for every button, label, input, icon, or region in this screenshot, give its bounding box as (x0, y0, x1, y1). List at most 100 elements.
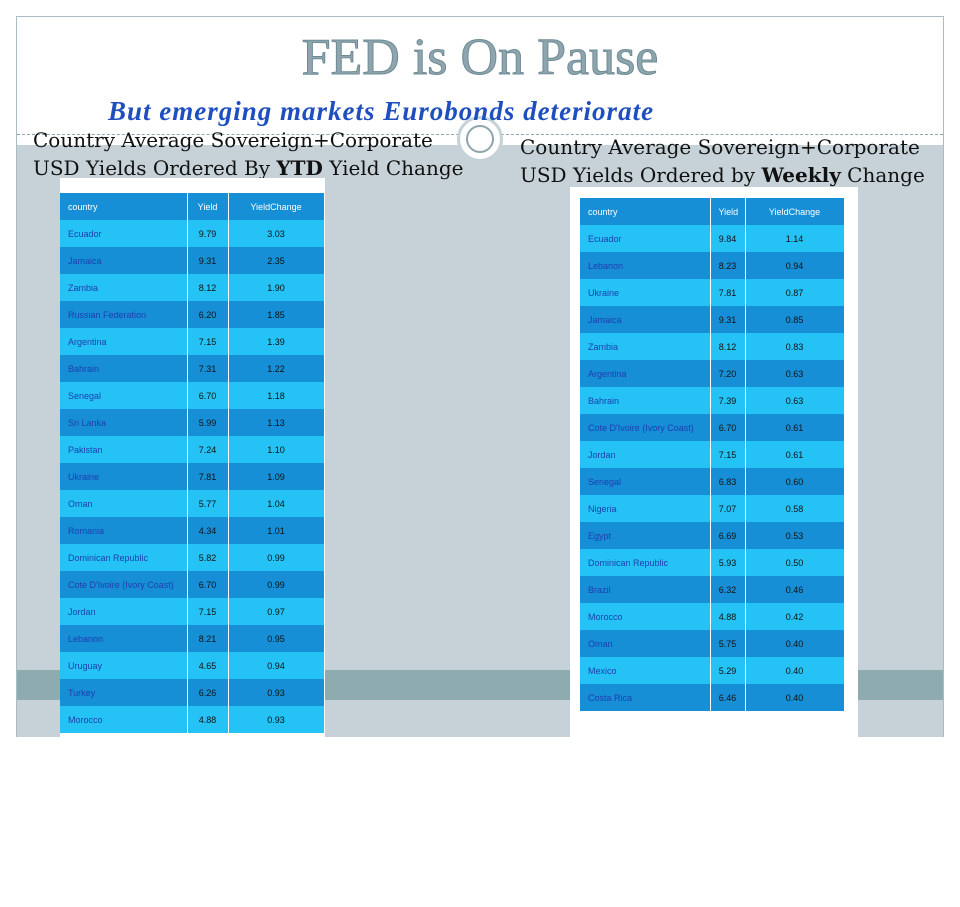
table-row: Ecuador 9.79 3.03 (60, 220, 325, 247)
number-cell: 6.46 (710, 684, 746, 711)
number-cell: 5.29 (710, 657, 746, 684)
table-row: Zambia 8.12 1.90 (60, 274, 325, 301)
table-row: Argentina 7.20 0.63 (580, 360, 845, 387)
table-row: Cote D'Ivoire (Ivory Coast) 6.70 0.99 (60, 571, 325, 598)
number-cell: 7.81 (187, 463, 229, 490)
number-cell: 6.70 (187, 571, 229, 598)
number-cell: 0.95 (228, 625, 325, 652)
table-row: Senegal 6.70 1.18 (60, 382, 325, 409)
number-cell: 7.81 (710, 279, 746, 306)
header-cell: Yield (187, 193, 229, 220)
number-cell: 9.79 (187, 220, 229, 247)
country-cell: Lebanon (60, 625, 188, 652)
number-cell: 2.35 (228, 247, 325, 274)
number-cell: 0.93 (228, 679, 325, 706)
header-cell: Yield (710, 198, 746, 225)
header-cell: YieldChange (228, 193, 325, 220)
caption-text: Change (840, 163, 925, 187)
table-row: Senegal 6.83 0.60 (580, 468, 845, 495)
country-cell: Dominican Republic (60, 544, 188, 571)
number-cell: 1.39 (228, 328, 325, 355)
number-cell: 0.60 (745, 468, 845, 495)
caption-line: Country Average Sovereign+Corporate (33, 128, 433, 152)
number-cell: 7.31 (187, 355, 229, 382)
country-cell: Cote D'Ivoire (Ivory Coast) (60, 571, 188, 598)
country-cell: Zambia (580, 333, 711, 360)
country-cell: Argentina (60, 328, 188, 355)
table-row: Ukraine 7.81 0.87 (580, 279, 845, 306)
country-cell: Sri Lanka (60, 409, 188, 436)
number-cell: 8.23 (710, 252, 746, 279)
table-row: Pakistan 7.24 1.10 (60, 436, 325, 463)
number-cell: 0.94 (228, 652, 325, 679)
country-cell: Lebanon (580, 252, 711, 279)
country-cell: Brazil (580, 576, 711, 603)
number-cell: 5.93 (710, 549, 746, 576)
number-cell: 7.15 (187, 598, 229, 625)
number-cell: 9.31 (710, 306, 746, 333)
number-cell: 0.85 (745, 306, 845, 333)
country-cell: Jamaica (580, 306, 711, 333)
table-row: Lebanon 8.23 0.94 (580, 252, 845, 279)
table-row: Brazil 6.32 0.46 (580, 576, 845, 603)
table-row: Bahrain 7.31 1.22 (60, 355, 325, 382)
number-cell: 4.88 (710, 603, 746, 630)
country-cell: Egypt (580, 522, 711, 549)
table-row: Oman 5.77 1.04 (60, 490, 325, 517)
country-cell: Zambia (60, 274, 188, 301)
number-cell: 0.99 (228, 571, 325, 598)
number-cell: 8.21 (187, 625, 229, 652)
table-row: Russian Federation 6.20 1.85 (60, 301, 325, 328)
right-caption: Country Average Sovereign+Corporate USD … (520, 133, 925, 189)
left-caption: Country Average Sovereign+Corporate USD … (33, 126, 464, 182)
table-row: Jordan 7.15 0.97 (60, 598, 325, 625)
country-cell: Costa Rica (580, 684, 711, 711)
table-row: Egypt 6.69 0.53 (580, 522, 845, 549)
number-cell: 0.63 (745, 360, 845, 387)
number-cell: 0.61 (745, 441, 845, 468)
number-cell: 5.75 (710, 630, 746, 657)
number-cell: 4.34 (187, 517, 229, 544)
title: FED is On Pause (301, 29, 659, 87)
table-row: Turkey 6.26 0.93 (60, 679, 325, 706)
caption-bold: Weekly (761, 163, 841, 187)
number-cell: 1.10 (228, 436, 325, 463)
number-cell: 7.15 (710, 441, 746, 468)
number-cell: 0.83 (745, 333, 845, 360)
number-cell: 5.99 (187, 409, 229, 436)
number-cell: 7.20 (710, 360, 746, 387)
table-row: Costa Rica 6.46 0.40 (580, 684, 845, 711)
table-row: Mexico 5.29 0.40 (580, 657, 845, 684)
country-cell: Nigeria (580, 495, 711, 522)
number-cell: 6.70 (187, 382, 229, 409)
subtitle: But emerging markets Eurobonds deteriora… (108, 96, 655, 126)
caption-line: Country Average Sovereign+Corporate (520, 135, 920, 159)
caption-bold: YTD (276, 156, 323, 180)
number-cell: 7.07 (710, 495, 746, 522)
slide: FED is On Pause But emerging markets Eur… (16, 16, 944, 737)
caption-text: USD Yields Ordered By (33, 156, 277, 180)
table-row: Lebanon 8.21 0.95 (60, 625, 325, 652)
caption-line: USD Yields Ordered By YTD Yield Change (33, 154, 464, 182)
country-cell: Senegal (580, 468, 711, 495)
table-row: Jamaica 9.31 2.35 (60, 247, 325, 274)
header-row: country Yield YieldChange (580, 198, 845, 225)
table-row: Zambia 8.12 0.83 (580, 333, 845, 360)
number-cell: 1.14 (745, 225, 845, 252)
number-cell: 0.87 (745, 279, 845, 306)
table-row: Oman 5.75 0.40 (580, 630, 845, 657)
country-cell: Pakistan (60, 436, 188, 463)
country-cell: Jordan (60, 598, 188, 625)
number-cell: 1.09 (228, 463, 325, 490)
number-cell: 0.50 (745, 549, 845, 576)
table-row: Jamaica 9.31 0.85 (580, 306, 845, 333)
number-cell: 1.22 (228, 355, 325, 382)
ornament (457, 116, 503, 162)
country-cell: Argentina (580, 360, 711, 387)
table-row: Cote D'Ivoire (Ivory Coast) 6.70 0.61 (580, 414, 845, 441)
country-cell: Cote D'Ivoire (Ivory Coast) (580, 414, 711, 441)
table-row: Bahrain 7.39 0.63 (580, 387, 845, 414)
number-cell: 1.85 (228, 301, 325, 328)
country-cell: Uruguay (60, 652, 188, 679)
table-row: Dominican Republic 5.82 0.99 (60, 544, 325, 571)
